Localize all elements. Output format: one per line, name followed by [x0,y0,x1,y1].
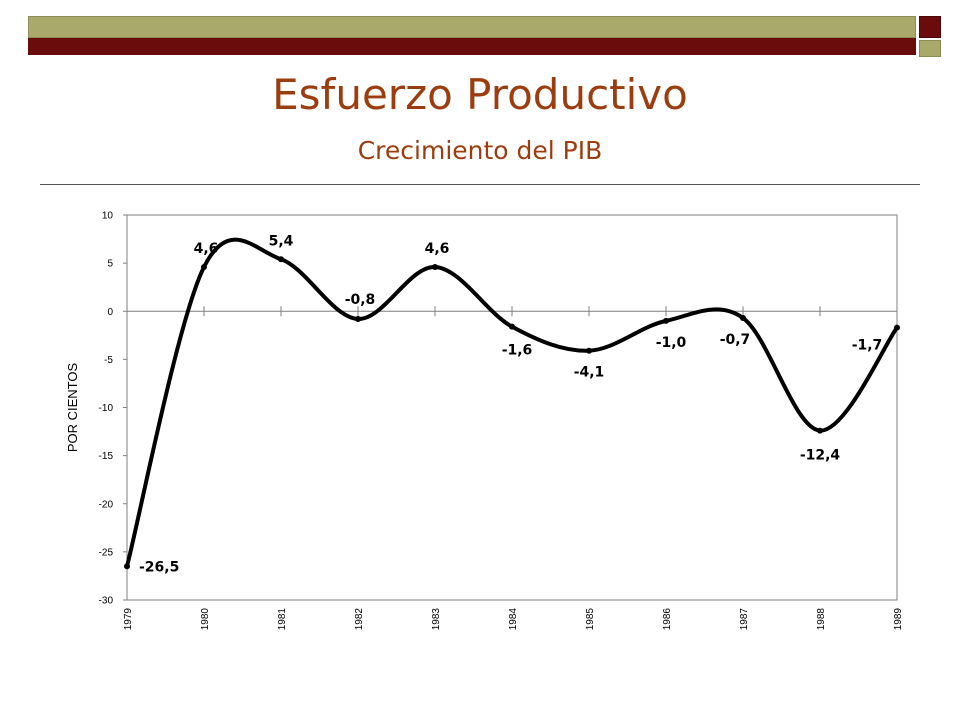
data-point [278,256,284,263]
y-tick-label: 5 [107,259,113,270]
data-label: -26,5 [139,559,179,575]
slide-title: Esfuerzo Productivo [272,70,688,119]
data-label: -0,8 [345,292,376,308]
data-point [740,314,746,321]
data-label: -1,7 [852,338,883,354]
y-tick-label: 10 [102,211,114,222]
y-tick-label: -15 [99,451,114,462]
x-tick-label: 1981 [277,608,288,631]
data-label: 4,6 [425,241,450,257]
data-point [432,263,438,270]
data-point [509,323,515,330]
x-tick-label: 1989 [893,608,904,631]
data-label: -0,7 [720,332,751,348]
data-point [355,315,361,322]
data-label: 4,6 [194,241,219,257]
title-divider [40,184,920,185]
y-tick-label: -20 [99,499,114,510]
x-tick-label: 1984 [508,608,519,631]
data-label: -1,0 [656,335,687,351]
data-point [586,347,592,354]
header-band-olive [28,16,916,38]
y-axis-title: POR CIENTOS [65,363,80,453]
x-tick-label: 1985 [585,608,596,631]
y-tick-label: 0 [107,307,113,318]
corner-square-maroon [919,16,941,38]
data-point [124,563,130,570]
x-tick-label: 1982 [354,608,365,631]
data-point [663,317,669,324]
x-tick-label: 1988 [816,608,827,631]
data-label: 5,4 [269,233,294,249]
data-label: -12,4 [800,448,841,464]
plot-area-frame [126,214,898,601]
slide-subtitle: Crecimiento del PIB [357,136,603,165]
data-label: -1,6 [502,343,533,359]
x-tick-label: 1980 [200,608,211,631]
corner-square-olive [919,40,941,57]
y-tick-label: -30 [99,596,114,607]
y-tick-label: -5 [104,355,113,366]
x-tick-label: 1983 [431,608,442,631]
x-tick-label: 1986 [662,608,673,631]
x-tick-label: 1979 [123,608,134,631]
header-band-maroon [28,38,916,55]
x-tick-label: 1987 [739,608,750,631]
data-point [201,263,207,270]
data-label: -4,1 [574,365,605,381]
data-point [817,427,823,434]
y-tick-label: -10 [99,403,114,414]
series-line [125,237,899,569]
y-tick-label: -25 [99,547,114,558]
data-point [894,324,900,331]
